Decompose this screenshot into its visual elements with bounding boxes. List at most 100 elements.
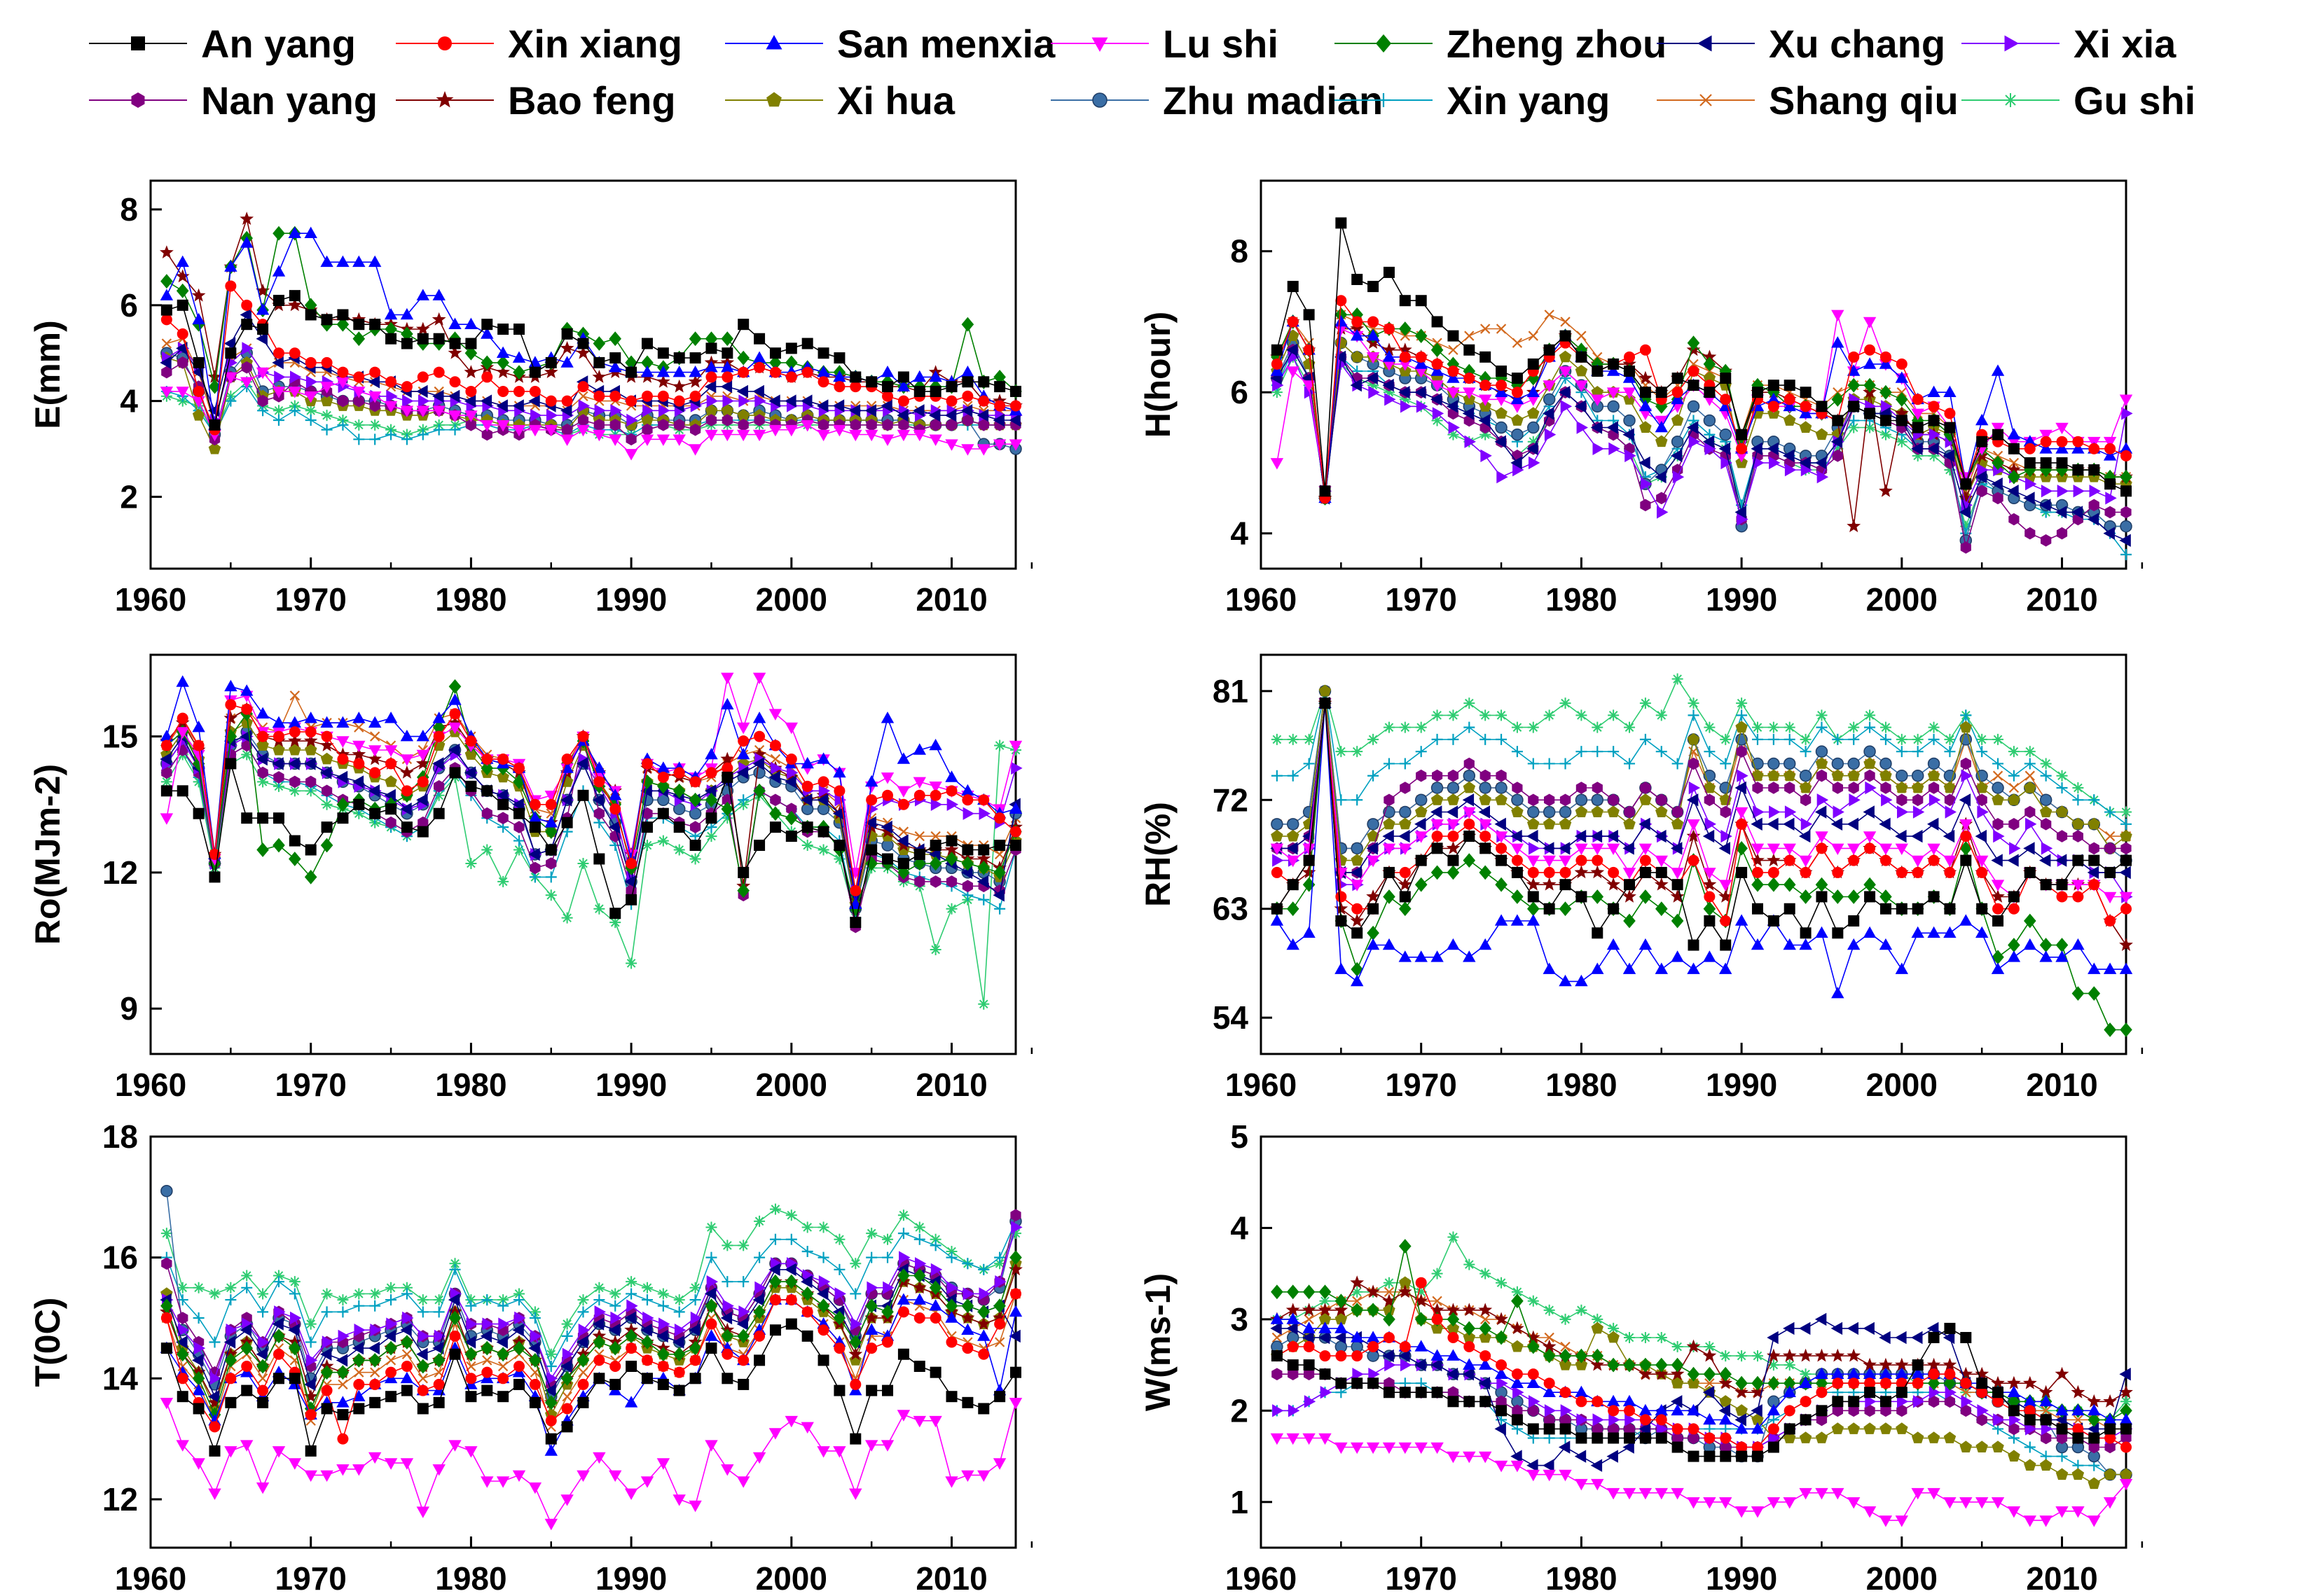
data-point — [290, 1311, 302, 1325]
data-point — [609, 1470, 622, 1482]
data-point — [1446, 1303, 1461, 1317]
data-point — [1928, 401, 1940, 412]
data-point — [1447, 371, 1460, 383]
data-point — [706, 394, 719, 408]
data-point — [1560, 317, 1571, 327]
data-point — [401, 1288, 413, 1300]
data-point — [752, 672, 766, 684]
data-point — [993, 1310, 1007, 1324]
data-point — [2088, 986, 2101, 1001]
data-point — [2120, 1423, 2132, 1435]
data-point — [1751, 769, 1764, 782]
data-point — [160, 813, 174, 825]
data-point — [1751, 1450, 1763, 1462]
data-point — [929, 434, 942, 446]
data-point — [2089, 485, 2101, 498]
data-point — [192, 1354, 204, 1367]
data-point — [448, 345, 462, 359]
data-point — [1624, 721, 1636, 733]
data-point — [400, 1371, 414, 1384]
data-point — [321, 798, 333, 810]
data-point — [1448, 345, 1458, 355]
data-point — [1286, 343, 1298, 356]
data-point — [1398, 386, 1410, 399]
data-point — [208, 442, 221, 454]
data-point — [1704, 793, 1715, 807]
data-point — [1719, 1395, 1732, 1407]
data-point — [1655, 855, 1668, 868]
data-point — [385, 758, 397, 770]
data-point — [883, 1281, 895, 1294]
legend-marker — [1091, 37, 1108, 52]
data-point — [352, 712, 366, 723]
data-point — [1415, 805, 1428, 817]
data-point — [897, 429, 911, 442]
series-zheng-zhou — [1271, 695, 2132, 1037]
data-point — [1719, 408, 1732, 420]
data-point — [689, 352, 701, 364]
data-point — [850, 1258, 862, 1270]
data-point — [1814, 1348, 1829, 1362]
series-group — [160, 672, 1023, 1010]
data-point — [930, 944, 941, 956]
data-point — [848, 1347, 863, 1361]
data-point — [528, 394, 540, 408]
data-point — [176, 387, 189, 398]
data-point — [833, 370, 846, 382]
data-point — [1383, 323, 1395, 335]
data-point — [320, 752, 333, 765]
data-point — [945, 1311, 958, 1323]
data-point — [369, 1378, 381, 1390]
data-point — [850, 1317, 862, 1331]
data-point — [1704, 387, 1716, 398]
data-point — [673, 1366, 685, 1378]
data-point — [946, 1391, 958, 1403]
data-point — [1688, 757, 1699, 770]
data-point — [1704, 1432, 1716, 1444]
x-tick-label: 1980 — [435, 1067, 506, 1103]
data-point — [1009, 1329, 1021, 1343]
data-point — [1960, 757, 1971, 770]
series-nan-yang — [1271, 697, 2132, 879]
data-point — [1640, 499, 1651, 512]
data-point — [1751, 903, 1763, 915]
data-point — [1815, 1487, 1828, 1500]
data-point — [1671, 373, 1683, 384]
data-point — [1751, 817, 1762, 831]
data-point — [1303, 758, 1315, 770]
data-point — [930, 840, 941, 852]
data-point — [257, 394, 268, 408]
data-point — [1447, 769, 1459, 782]
data-point — [977, 861, 991, 875]
data-point — [321, 821, 333, 833]
data-point — [657, 1300, 669, 1312]
data-point — [913, 1415, 926, 1428]
data-point — [2120, 1441, 2132, 1453]
data-point — [385, 321, 397, 337]
data-point — [1351, 274, 1363, 286]
series-xi-hua — [160, 351, 1022, 454]
data-point — [1703, 868, 1716, 880]
data-point — [1544, 1413, 1555, 1427]
data-point — [225, 395, 237, 407]
data-point — [1896, 1404, 1907, 1417]
data-point — [385, 1391, 397, 1403]
data-point — [529, 1378, 541, 1390]
data-point — [1350, 913, 1365, 927]
data-point — [1975, 781, 1988, 793]
y-axis-title: Ro(MJm-2) — [28, 764, 67, 945]
data-point — [1640, 782, 1651, 794]
data-point — [1559, 1358, 1572, 1371]
data-point — [481, 420, 494, 432]
data-point — [560, 761, 574, 773]
data-point — [513, 1294, 525, 1306]
data-point — [1960, 1378, 1972, 1389]
data-point — [1639, 421, 1652, 433]
data-point — [881, 399, 892, 412]
data-point — [1816, 793, 1829, 807]
data-point — [1543, 1469, 1556, 1482]
data-point — [1494, 1460, 1508, 1473]
data-point — [1335, 1350, 1347, 1362]
data-point — [673, 821, 685, 833]
series-xu-chang — [160, 308, 1021, 427]
